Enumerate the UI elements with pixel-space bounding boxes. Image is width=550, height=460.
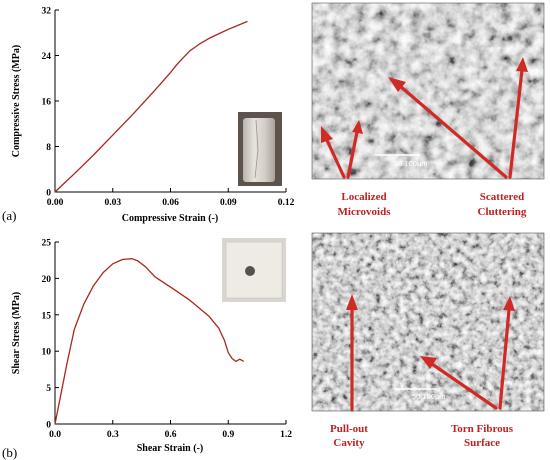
compressive-y-tick-label: 24 xyxy=(42,52,52,62)
shear-y-tick-label: 0 xyxy=(46,421,51,431)
arrow-pull-out-cavity xyxy=(346,294,358,412)
svg-text:50 100μm: 50 100μm xyxy=(412,392,446,401)
compressive-x-axis-title: Compressive Strain (-) xyxy=(122,213,218,224)
specimen-hole xyxy=(245,266,255,276)
arrow-scattered-cluttering xyxy=(388,57,528,179)
scale-bar-bottom: 50 100μm xyxy=(395,388,446,401)
shear-specimen-photo xyxy=(222,238,286,302)
shear-stress-strain-curve xyxy=(54,258,245,425)
compressive-stress-strain-curve xyxy=(54,20,248,193)
sem-micrograph-bottom: 50 100μm Pull-out Cavity Torn Fibrous Su… xyxy=(311,232,545,449)
svg-text:50 100μm: 50 100μm xyxy=(394,159,428,168)
shear-x-axis-title: Shear Strain (-) xyxy=(137,443,203,454)
label-pull-out: Pull-out xyxy=(330,423,368,435)
compressive-y-tick-label: 32 xyxy=(42,7,52,17)
arrow-localized-microvoids xyxy=(321,120,363,179)
shear-x-tick-label: 0.9 xyxy=(222,430,234,440)
shear-y-tick-label: 10 xyxy=(42,348,52,358)
shear-chart: (b) 0.0 0.3 0.6 0.9 1.2 0 5 10 15 20 25 Shear Stra… xyxy=(2,238,292,460)
compressive-x-tick-label: 0.03 xyxy=(104,198,121,208)
panel-label-a: (a) xyxy=(2,208,16,223)
shear-x-tick-label: 0.6 xyxy=(165,430,177,440)
scale-bar-top: 50 100μm xyxy=(375,154,428,168)
label-microvoids: Microvoids xyxy=(338,206,392,218)
compressive-y-tick-label: 8 xyxy=(46,143,51,153)
label-surface: Surface xyxy=(464,437,500,449)
label-cavity: Cavity xyxy=(333,437,365,449)
shear-x-tick-label: 0.3 xyxy=(107,430,119,440)
compressive-y-tick-label: 0 xyxy=(46,189,51,199)
compressive-y-axis-title: Compressive Stress (MPa) xyxy=(11,45,22,157)
label-torn-fibrous: Torn Fibrous xyxy=(451,423,514,435)
shear-y-axis-title: Shear Stress (MPa) xyxy=(11,292,22,374)
shear-y-tick-label: 15 xyxy=(42,311,52,321)
sem-micrograph-top: 50 100μm Localized Microvoids Scattered … xyxy=(311,2,545,218)
compressive-x-tick-label: 0.12 xyxy=(278,198,295,208)
shear-y-tick-label: 25 xyxy=(42,239,52,249)
arrow-torn-fibrous-surface xyxy=(420,296,515,410)
compressive-chart: (a) 0.00 0.03 0.06 0.09 0.12 0 8 16 24 32 Compres… xyxy=(2,7,295,225)
compressive-x-tick-label: 0.00 xyxy=(47,198,64,208)
compressive-x-tick-label: 0.06 xyxy=(162,198,179,208)
compressive-y-tick-label: 16 xyxy=(42,98,52,108)
shear-y-tick-label: 20 xyxy=(42,275,52,285)
shear-x-tick-label: 0.0 xyxy=(49,430,61,440)
label-cluttering: Cluttering xyxy=(478,206,527,218)
compressive-ticks: 0.00 0.03 0.06 0.09 0.12 0 8 16 24 32 xyxy=(42,7,295,209)
compression-specimen-photo xyxy=(238,112,282,186)
shear-x-tick-label: 1.2 xyxy=(280,430,292,440)
shear-y-tick-label: 5 xyxy=(46,384,51,394)
compressive-x-tick-label: 0.09 xyxy=(220,198,237,208)
panel-label-b: (b) xyxy=(2,445,17,460)
label-scattered: Scattered xyxy=(480,191,524,203)
label-localized: Localized xyxy=(341,191,386,203)
